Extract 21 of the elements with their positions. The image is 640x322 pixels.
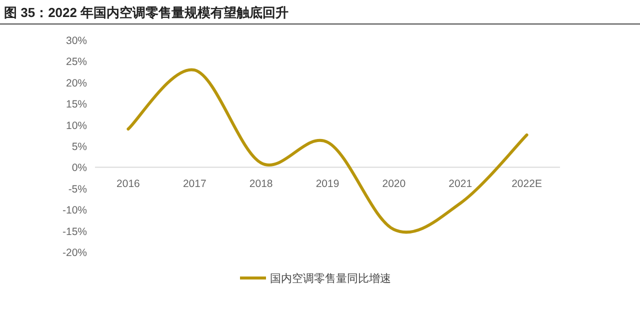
- y-tick-label: 25%: [66, 56, 87, 68]
- x-tick-label: 2017: [182, 178, 206, 190]
- y-tick-label: -10%: [62, 204, 87, 217]
- y-tick-label: -5%: [68, 183, 87, 196]
- y-tick-label: 0%: [72, 162, 87, 174]
- x-tick-label: 2022E: [512, 178, 542, 190]
- x-tick-label: 2018: [249, 178, 273, 190]
- x-tick-label: 2019: [316, 178, 340, 190]
- x-tick-label: 2021: [448, 178, 472, 190]
- y-tick-label: 20%: [66, 77, 87, 90]
- y-tick-label: 10%: [66, 120, 87, 132]
- y-tick-label: 15%: [66, 98, 87, 111]
- y-tick-label: 5%: [72, 141, 87, 153]
- x-tick-label: 2020: [382, 178, 406, 190]
- y-tick-label: 30%: [66, 35, 87, 47]
- title: 图 35：2022 年国内空调零售量规模有望触底回升: [4, 5, 289, 20]
- y-tick-label: -20%: [62, 247, 87, 259]
- legend-label: 国内空调零售量同比增速: [270, 272, 391, 285]
- legend: 国内空调零售量同比增速: [240, 273, 391, 285]
- x-tick-label: 2016: [116, 178, 140, 190]
- y-tick-label: -15%: [62, 226, 87, 238]
